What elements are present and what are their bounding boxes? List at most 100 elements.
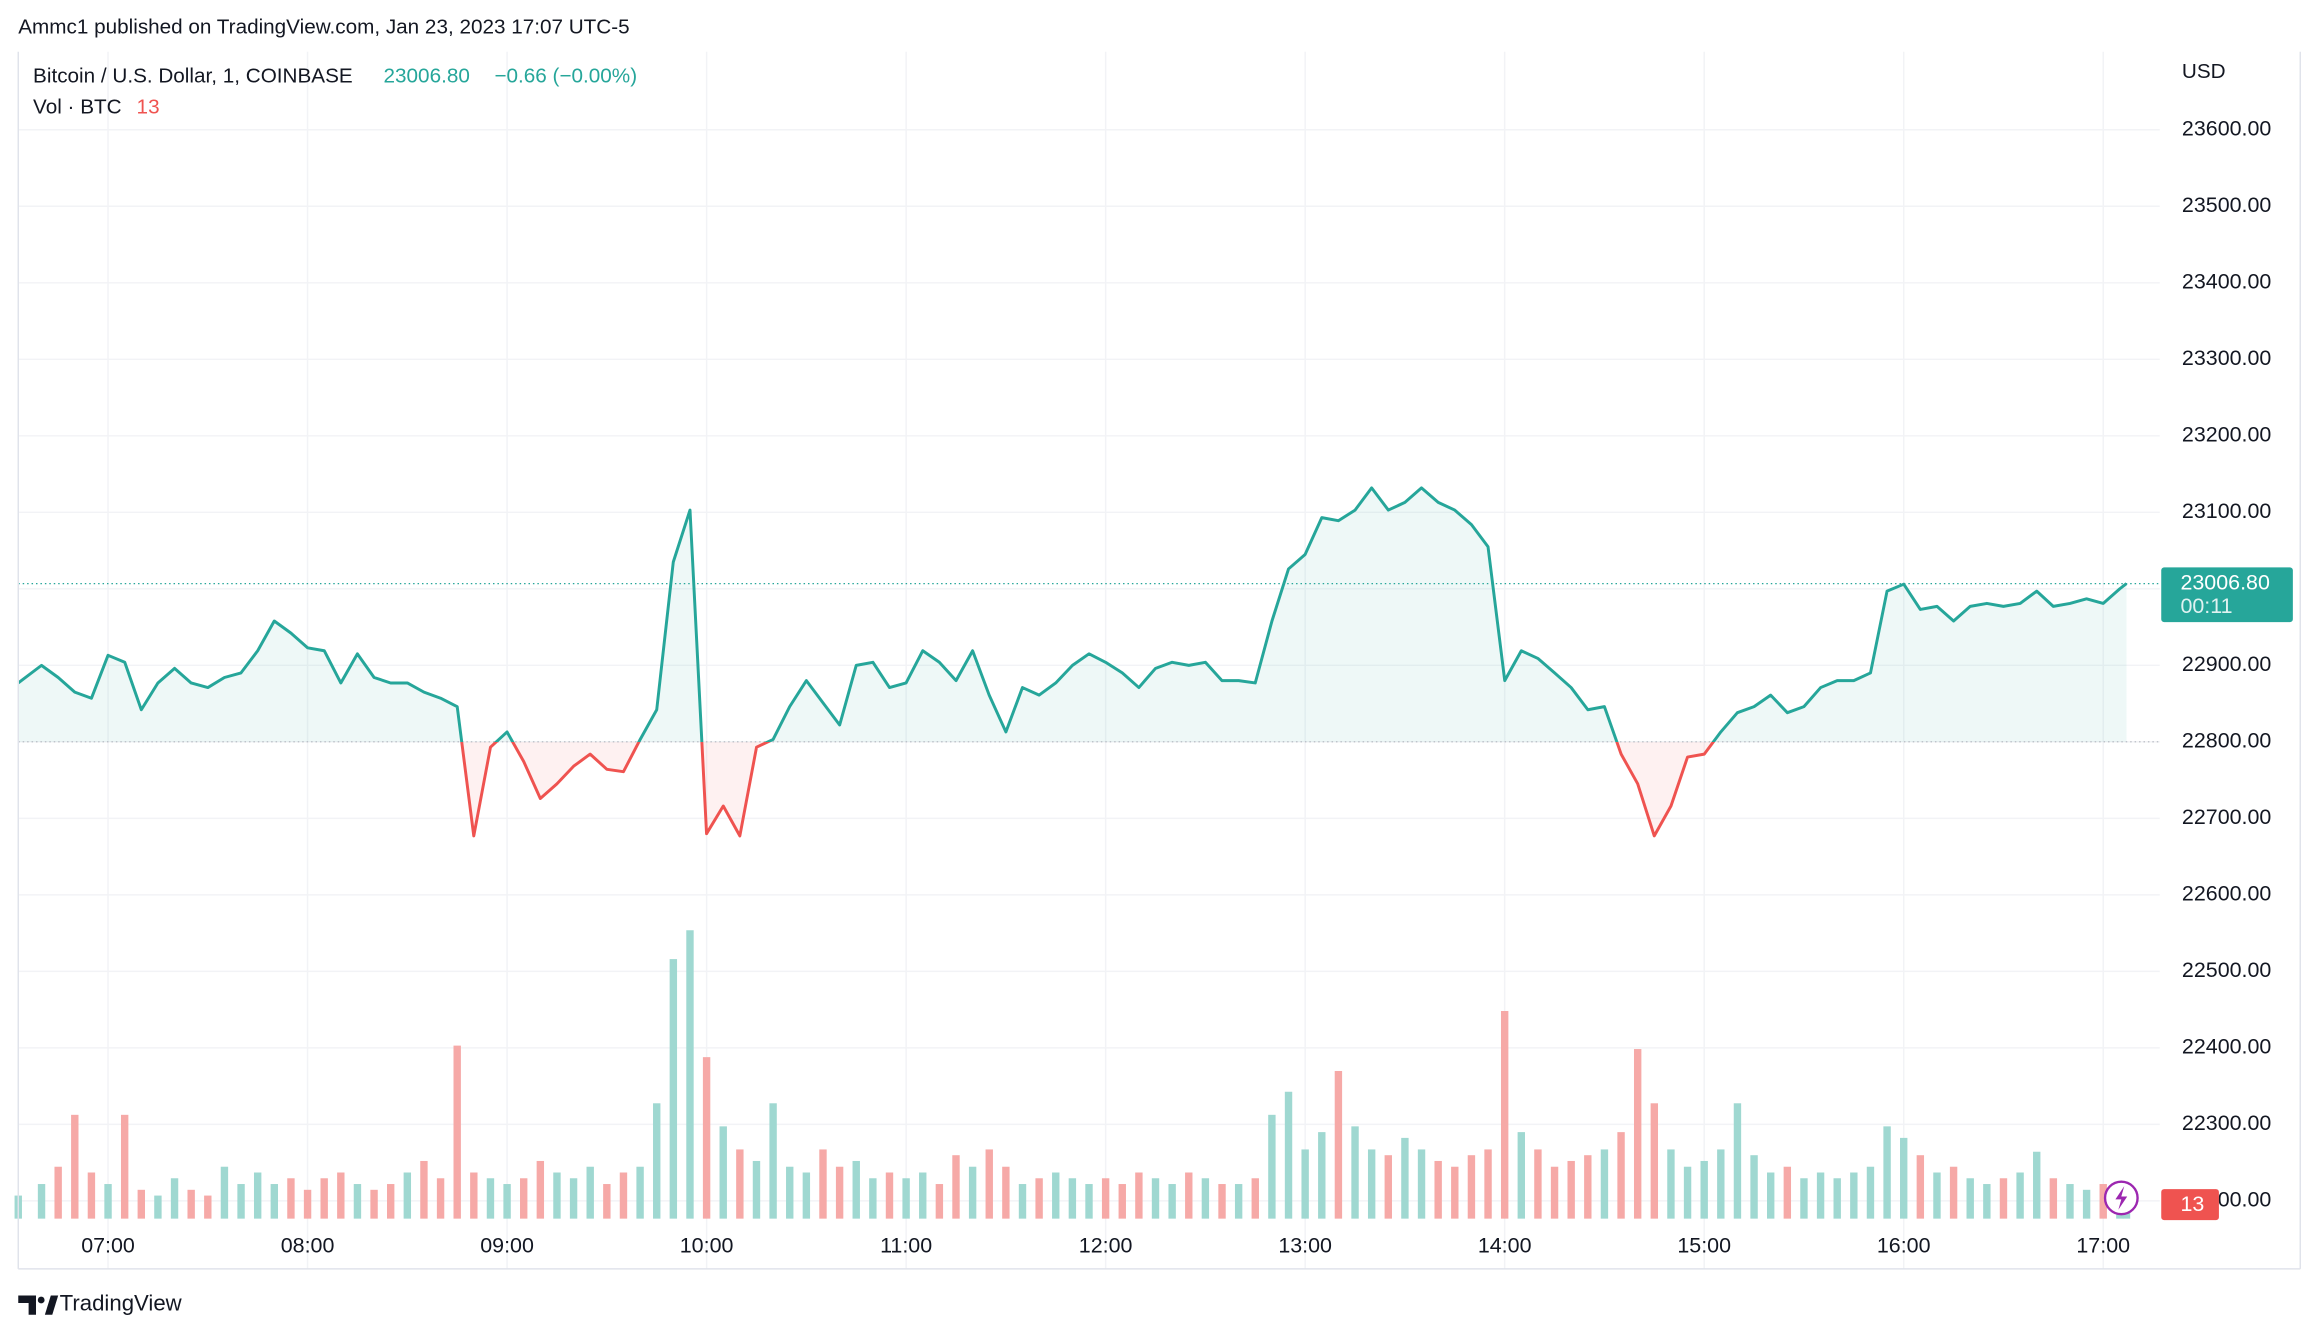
- volume-bar: [619, 1172, 628, 1219]
- volume-bar: [54, 1166, 62, 1219]
- volume-bar: [686, 930, 694, 1219]
- y-tick-label: 22500.00: [2182, 958, 2271, 982]
- volume-bar: [420, 1160, 428, 1219]
- volume-bar: [1534, 1149, 1542, 1219]
- volume-bar: [1850, 1172, 1858, 1219]
- volume-bar: [2033, 1151, 2041, 1219]
- currency: USD: [2182, 60, 2226, 83]
- logo-dot: [37, 1296, 45, 1304]
- y-tick-label: 22300.00: [2182, 1111, 2271, 1135]
- price-change: −0.66 (−0.00%): [494, 64, 637, 87]
- volume-bar: [719, 1126, 727, 1219]
- volume-bar: [1767, 1172, 1775, 1219]
- volume-bar: [835, 1166, 844, 1219]
- volume-bar: [1101, 1178, 1110, 1219]
- volume-name: Vol · BTC: [33, 95, 122, 118]
- publisher: Ammc1 published on TradingView.com, Jan …: [18, 16, 629, 39]
- volume-bar: [669, 959, 678, 1219]
- y-tick-label: 23500.00: [2182, 193, 2271, 217]
- volume-bar: [1750, 1155, 1758, 1219]
- volume-bar: [237, 1184, 245, 1219]
- volume-bar: [1949, 1166, 1958, 1219]
- volume-bar: [1883, 1126, 1891, 1219]
- volume-bar: [586, 1166, 594, 1219]
- volume-bar: [1567, 1160, 1575, 1219]
- volume-bar: [1318, 1132, 1326, 1219]
- y-tick-label: 22400.00: [2182, 1034, 2271, 1058]
- volume-bar: [736, 1149, 744, 1219]
- volume-bar: [137, 1189, 145, 1219]
- volume-bar: [1384, 1155, 1392, 1219]
- volume-bar: [902, 1178, 910, 1219]
- volume-bar: [1833, 1178, 1841, 1219]
- volume-bar: [170, 1178, 179, 1219]
- x-tick-label: 14:00: [1478, 1233, 1532, 1257]
- volume-last: 13: [137, 95, 160, 118]
- volume-bar: [220, 1166, 229, 1219]
- volume-bar: [919, 1172, 927, 1219]
- logo-mark: [44, 1295, 59, 1315]
- volume-bar: [1633, 1049, 1642, 1219]
- volume-bar: [1234, 1184, 1243, 1219]
- volume-bar: [353, 1184, 362, 1219]
- symbol-name: Bitcoin / U.S. Dollar, 1, COINBASE: [33, 64, 353, 87]
- volume-bar: [769, 1103, 777, 1219]
- volume-bar: [403, 1172, 412, 1219]
- x-tick-label: 08:00: [281, 1233, 335, 1257]
- y-tick-label: 23300.00: [2182, 346, 2271, 370]
- volume-bar: [1717, 1149, 1725, 1219]
- volume-bar: [536, 1160, 545, 1219]
- volume-bar: [1135, 1172, 1143, 1219]
- volume-bar: [104, 1184, 112, 1219]
- volume-bar: [370, 1189, 378, 1219]
- volume-bar: [87, 1172, 96, 1219]
- volume-bar: [303, 1189, 312, 1219]
- y-tick-label: 23200.00: [2182, 422, 2271, 446]
- volume-bar: [2066, 1184, 2074, 1219]
- volume-bar: [1401, 1137, 1409, 1219]
- x-tick-label: 17:00: [2076, 1233, 2130, 1257]
- volume-bar: [1866, 1166, 1875, 1219]
- volume-bar: [120, 1114, 129, 1219]
- volume-bar: [702, 1057, 711, 1219]
- volume-bar: [337, 1172, 345, 1219]
- volume-bar: [1035, 1178, 1043, 1219]
- volume-bar: [653, 1103, 661, 1219]
- volume-bar: [1650, 1103, 1659, 1219]
- volume-bar: [1434, 1160, 1442, 1219]
- volume-bar: [985, 1149, 993, 1219]
- volume-bar: [2016, 1172, 2024, 1219]
- volume-bar: [1268, 1114, 1276, 1219]
- volume-bar: [885, 1172, 894, 1219]
- alert-bolt: [2115, 1186, 2128, 1210]
- volume-bar: [1002, 1166, 1010, 1219]
- volume-bar: [569, 1178, 578, 1219]
- volume-bar: [1667, 1149, 1675, 1219]
- price-badge: [2161, 567, 2293, 623]
- volume-bar: [320, 1178, 328, 1219]
- volume-bar: [1900, 1137, 1908, 1219]
- volume-bar: [869, 1178, 877, 1219]
- volume-bar: [1999, 1178, 2008, 1219]
- volume-bar: [1451, 1166, 1459, 1219]
- volume-bar: [270, 1184, 279, 1219]
- volume-badge: [2161, 1189, 2219, 1221]
- volume-bar: [1417, 1149, 1426, 1219]
- volume-bar: [786, 1166, 794, 1219]
- volume-bar: [819, 1149, 827, 1219]
- volume-bar: [1168, 1184, 1176, 1219]
- volume-bar: [1783, 1166, 1792, 1219]
- last-price: 23006.80: [384, 64, 470, 87]
- volume-bar: [1700, 1160, 1708, 1219]
- volume-bar: [1933, 1172, 1941, 1219]
- volume-bar: [1301, 1149, 1309, 1219]
- volume-bar: [1550, 1166, 1559, 1219]
- volume-bar: [1068, 1178, 1077, 1219]
- volume-bar: [1683, 1166, 1692, 1219]
- volume-bar: [1052, 1172, 1060, 1219]
- volume-bar: [187, 1189, 195, 1219]
- volume-bar: [1218, 1184, 1226, 1219]
- y-tick-label: 22700.00: [2182, 805, 2271, 829]
- volume-bar: [2099, 1184, 2107, 1219]
